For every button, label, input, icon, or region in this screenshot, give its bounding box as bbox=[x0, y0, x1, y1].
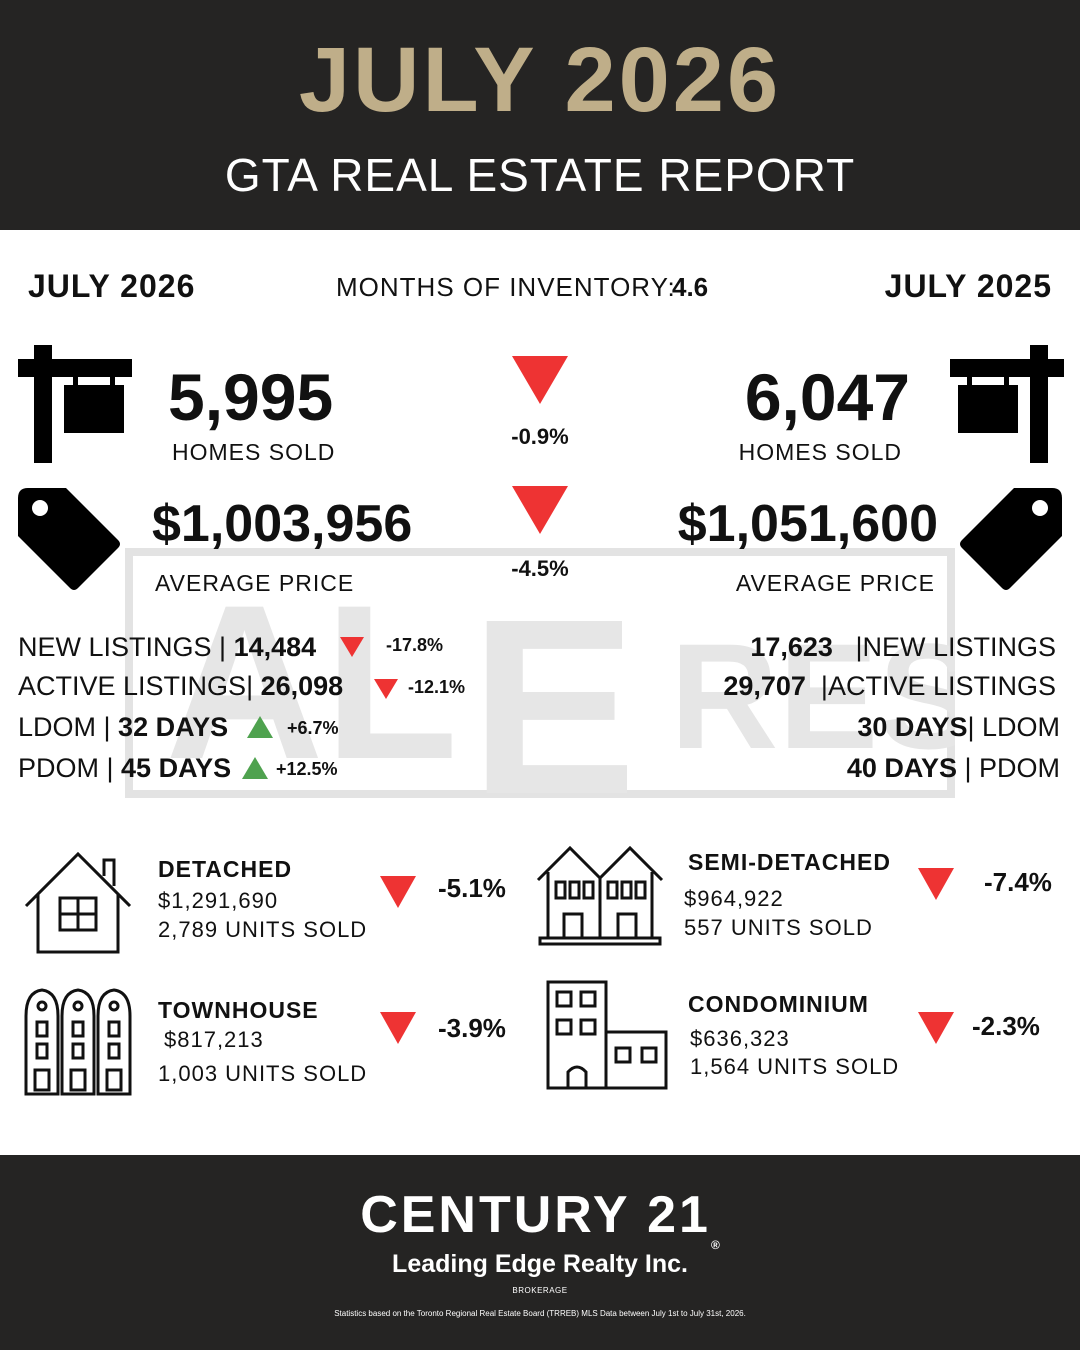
townhouse-change: -3.9% bbox=[438, 1013, 506, 1043]
homes-sold-label-previous: HOMES SOLD bbox=[738, 439, 902, 465]
metric-active-listings-current: ACTIVE LISTINGS| 26,098 bbox=[18, 671, 344, 701]
average-price-label-current: AVERAGE PRICE bbox=[155, 570, 355, 596]
brand-logo-text: CENTURY 21® bbox=[360, 1186, 720, 1252]
price-tag-icon bbox=[18, 488, 120, 590]
townhouse-title: TOWNHOUSE bbox=[158, 997, 319, 1023]
detached-price: $1,291,690 bbox=[158, 888, 279, 913]
average-price-label-previous: AVERAGE PRICE bbox=[735, 570, 935, 596]
semi-detached-change: -7.4% bbox=[984, 867, 1052, 897]
report-month: JULY 2026 bbox=[298, 29, 782, 131]
arrow-down-icon bbox=[380, 876, 416, 908]
previous-period-label: JULY 2025 bbox=[884, 268, 1052, 304]
metric-ldom-current: LDOM | 32 DAYS bbox=[18, 712, 229, 742]
footer bbox=[0, 1155, 1080, 1350]
brokerage-label: BROKERAGE bbox=[512, 1286, 568, 1295]
metric-active-listings-previous: 29,707 |ACTIVE LISTINGS bbox=[723, 671, 1056, 701]
metric-active-listings-change: -12.1% bbox=[408, 677, 466, 697]
watermark-text-e: E bbox=[470, 567, 637, 798]
condominium-price: $636,323 bbox=[690, 1026, 790, 1051]
for-sale-sign-icon bbox=[950, 345, 1064, 463]
disclaimer: Statistics based on the Toronto Regional… bbox=[334, 1309, 746, 1318]
arrow-down-icon bbox=[374, 679, 398, 699]
metric-ldom-previous: 30 DAYS| LDOM bbox=[857, 712, 1060, 742]
arrow-down-icon bbox=[918, 868, 954, 900]
current-period-label: JULY 2026 bbox=[28, 268, 196, 304]
metric-new-listings-current: NEW LISTINGS | 14,484 bbox=[18, 632, 317, 662]
condo-building-icon bbox=[546, 980, 668, 1090]
office-name: Leading Edge Realty Inc. bbox=[392, 1250, 688, 1278]
detached-change: -5.1% bbox=[438, 873, 506, 903]
arrow-up-icon bbox=[247, 716, 273, 738]
homes-sold-label-current: HOMES SOLD bbox=[172, 439, 336, 465]
metric-pdom-change: +12.5% bbox=[276, 759, 338, 779]
semi-detached-icon bbox=[536, 845, 664, 946]
metric-pdom-previous: 40 DAYS | PDOM bbox=[846, 753, 1060, 783]
detached-title: DETACHED bbox=[158, 856, 293, 882]
arrow-down-icon bbox=[512, 356, 568, 404]
arrow-down-icon bbox=[380, 1012, 416, 1044]
semi-detached-title: SEMI-DETACHED bbox=[688, 849, 891, 875]
condominium-title: CONDOMINIUM bbox=[688, 991, 869, 1017]
homes-sold-previous: 6,047 bbox=[744, 360, 910, 434]
inventory-label: MONTHS OF INVENTORY: bbox=[336, 272, 676, 302]
average-price-change: -4.5% bbox=[511, 556, 569, 581]
townhouse-price: $817,213 bbox=[164, 1027, 264, 1052]
average-price-current: $1,003,956 bbox=[152, 495, 413, 553]
inventory-value: 4.6 bbox=[672, 272, 709, 302]
average-price-previous: $1,051,600 bbox=[677, 495, 938, 553]
arrow-down-icon bbox=[918, 1012, 954, 1044]
report-title: GTA REAL ESTATE REPORT bbox=[224, 149, 856, 201]
watermark-logo: AL E RES bbox=[125, 548, 955, 798]
homes-sold-current: 5,995 bbox=[168, 360, 334, 434]
townhouse-icon bbox=[24, 988, 132, 1096]
watermark-text-res: RES bbox=[670, 612, 955, 780]
condominium-change: -2.3% bbox=[972, 1011, 1040, 1041]
arrow-down-icon bbox=[512, 486, 568, 534]
price-tag-icon bbox=[960, 488, 1062, 590]
condominium-units: 1,564 UNITS SOLD bbox=[690, 1054, 900, 1079]
townhouse-units: 1,003 UNITS SOLD bbox=[158, 1061, 368, 1086]
arrow-down-icon bbox=[340, 637, 364, 657]
metric-pdom-current: PDOM | 45 DAYS bbox=[18, 753, 232, 783]
metric-new-listings-previous: 17,623 |NEW LISTINGS bbox=[750, 632, 1056, 662]
metric-new-listings-change: -17.8% bbox=[386, 635, 444, 655]
homes-sold-change: -0.9% bbox=[511, 424, 569, 449]
semi-detached-price: $964,922 bbox=[684, 886, 784, 911]
arrow-up-icon bbox=[242, 757, 268, 779]
metric-ldom-change: +6.7% bbox=[287, 718, 339, 738]
watermark-text-al: AL bbox=[165, 559, 458, 798]
semi-detached-units: 557 UNITS SOLD bbox=[684, 915, 873, 940]
detached-units: 2,789 UNITS SOLD bbox=[158, 917, 368, 942]
house-icon bbox=[24, 851, 132, 954]
for-sale-sign-icon bbox=[18, 345, 132, 463]
report-header bbox=[0, 0, 1080, 230]
